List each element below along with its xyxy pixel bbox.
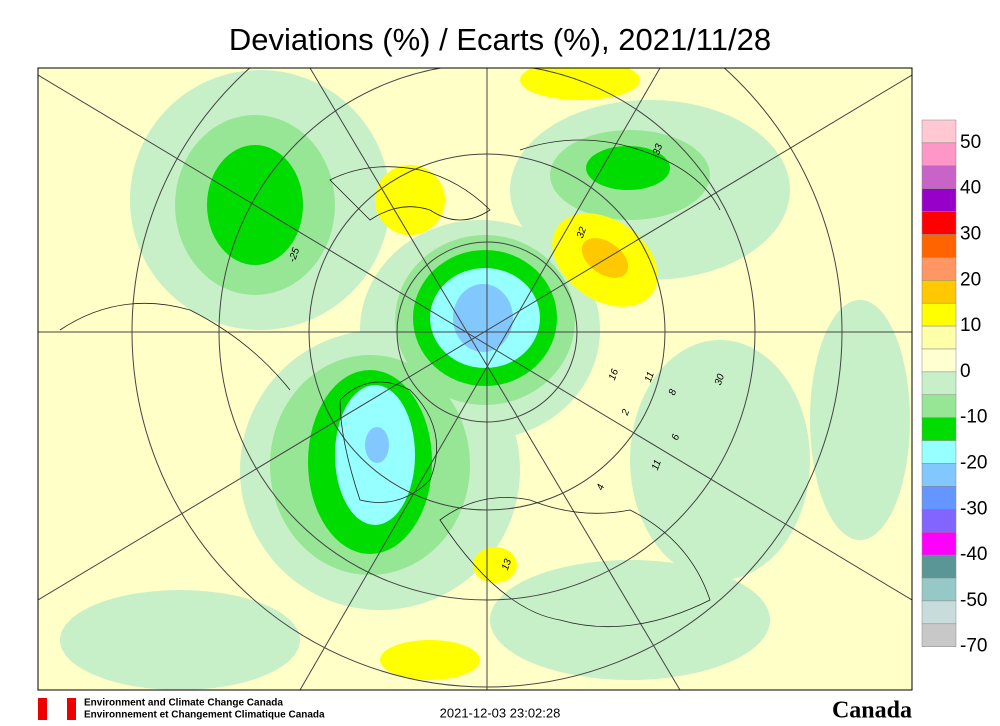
legend-swatch [921,463,957,487]
legend-label: 40 [960,178,981,199]
contour-label: 32 [575,225,589,240]
legend-label: -10 [960,407,987,428]
legend-swatch [921,531,957,556]
legend-swatch [921,440,957,464]
contour-label: -33 [650,142,665,160]
legend-label: 30 [960,224,981,245]
contour-label: 16 [607,367,621,382]
legend-swatch [921,142,957,167]
legend-label: 10 [960,315,981,336]
legend-swatch [921,371,957,396]
contour-label: 30 [713,372,727,387]
agency-en: Environment and Climate Change Canada [84,698,283,709]
legend-label: -30 [960,498,987,519]
wordmark: Canada [832,698,912,724]
legend-label: 50 [960,132,981,153]
legend-swatch [921,188,957,212]
map-frame [37,67,913,691]
legend-swatch [921,211,957,235]
legend-swatch [921,600,957,625]
contour-label: 13 [500,557,514,572]
legend-label: 0 [960,361,971,382]
contour-label: 4 [595,483,607,492]
contour-label: 2 [620,408,633,418]
title: Deviations (%) / Ecarts (%), 2021/11/28 [229,22,771,57]
legend: 50 40 30 20 10 0 -10 -20 -30 -40 -50 -70 [921,119,987,657]
legend-swatch [921,280,957,304]
agency-fr: Environnement et Changement Climatique C… [84,710,325,721]
contour-label: 8 [667,388,679,397]
legend-swatch [921,257,957,281]
legend-swatch [921,325,957,350]
legend-swatch [921,554,957,579]
flag-center [47,698,67,720]
contour-label: 11 [643,370,657,384]
legend-label: -50 [960,590,987,611]
legend-swatch [921,417,957,441]
contour-label: 6 [670,433,682,442]
contour-label: 11 [650,458,664,472]
map: -25 -33 32 16 11 8 30 2 6 11 13 4 [38,68,912,690]
legend-label: 20 [960,269,981,290]
legend-swatch [921,119,957,144]
legend-swatch [921,623,957,647]
legend-swatch [921,165,957,189]
timestamp: 2021-12-03 23:02:28 [440,705,561,720]
legend-label: -40 [960,544,987,565]
legend-swatch [921,577,957,602]
legend-swatch [921,509,957,533]
legend-swatch [921,348,957,373]
legend-label: -70 [960,636,987,657]
contour-label: -25 [287,246,302,264]
legend-swatch [921,234,957,258]
legend-swatch [921,486,957,510]
legend-swatch [921,394,957,418]
legend-swatch [921,302,957,327]
legend-label: -20 [960,453,987,474]
